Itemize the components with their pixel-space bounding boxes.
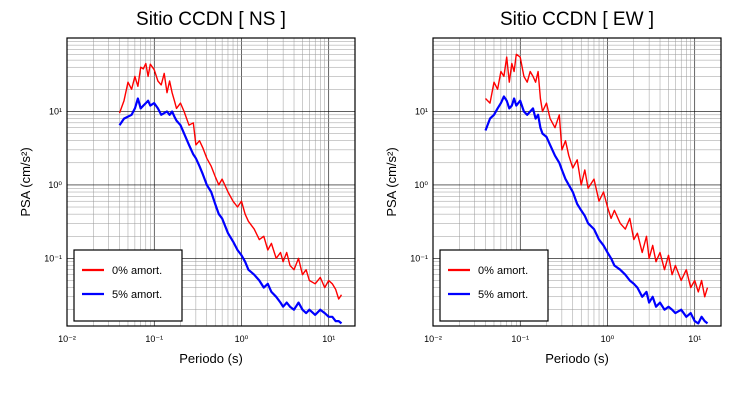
chart-2-legend-box [439,249,549,322]
chart-1-title: Sitio CCDN [ NS ] [136,9,286,30]
chart-1-y-tick-label: 10⁰ [48,180,62,190]
chart-2-x-tick-label: 10⁻¹ [511,334,529,344]
chart-1-series-blue-line [118,97,343,325]
chart-2-legend-label: 0% amort. [478,265,528,277]
chart-2-x-tick-label: 10⁻² [424,334,442,344]
chart-1-y-axis-label: PSA (cm/s²) [18,147,33,216]
chart-1-y-tick-label: 10¹ [49,106,62,116]
chart-2-series-red-line [484,53,709,298]
chart-2-x-tick-label: 10⁰ [601,334,615,344]
chart-2-title: Sitio CCDN [ EW ] [500,9,654,30]
chart-1-frame [66,37,356,327]
chart-2-y-tick-label: 10⁻¹ [410,253,428,263]
chart-2-y-tick-label: 10¹ [415,106,428,116]
chart-1-legend-label: 0% amort. [112,265,162,277]
chart-2-legend: 0% amort. 5% amort. [439,249,549,322]
chart-2-y-axis-label: PSA (cm/s²) [384,147,399,216]
chart-2: 10⁻² 10⁻¹ 10⁰ 10¹ 10⁻¹ 10⁰ 10¹ 0% amort. 5% amor… [384,9,722,366]
chart-1-series-red-line [118,62,343,300]
chart-2-x-tick-label: 10¹ [688,334,701,344]
chart-1-legend-box [73,249,183,322]
chart-1: 10⁻² 10⁻¹ 10⁰ 10¹ 10⁻¹ 10⁰ 10¹ 0% amort. 5% amor… [18,9,356,366]
chart-2-series-blue-line [484,95,709,325]
chart-1-x-tick-label: 10⁻¹ [145,334,163,344]
chart-2-x-axis-label: Periodo (s) [545,351,609,366]
chart-1-legend: 0% amort. 5% amort. [73,249,183,322]
chart-1-y-tick-label: 10⁻¹ [44,253,62,263]
chart-2-legend-label: 5% amort. [478,289,528,301]
chart-1-x-tick-label: 10¹ [322,334,335,344]
chart-2-frame [432,37,722,327]
chart-1-x-tick-label: 10⁻² [58,334,76,344]
chart-2-y-tick-label: 10⁰ [414,180,428,190]
chart-1-x-axis-label: Periodo (s) [179,351,243,366]
chart-1-x-tick-label: 10⁰ [235,334,249,344]
chart-1-legend-label: 5% amort. [112,289,162,301]
